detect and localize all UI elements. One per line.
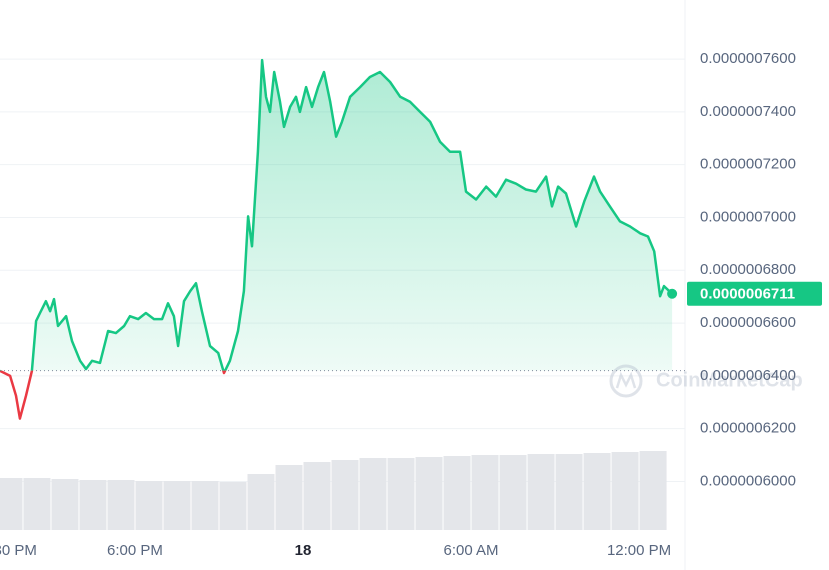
volume-bar: [135, 481, 163, 530]
y-tick-label: 0.0000006000: [700, 472, 796, 489]
y-tick-label: 0.0000006600: [700, 314, 796, 331]
current-price-label: 0.0000006711: [700, 286, 795, 303]
volume-bar: [555, 454, 583, 530]
y-tick-label: 0.0000006200: [700, 420, 796, 437]
current-dot: [667, 288, 678, 299]
volume-bar: [359, 458, 387, 530]
x-tick-label: 6:00 PM: [107, 542, 163, 559]
volume-bar: [191, 481, 219, 530]
volume-bar: [51, 479, 79, 530]
volume-bar: [583, 453, 611, 530]
volume-bar: [107, 480, 135, 530]
volume-bar: [471, 455, 499, 530]
volume-bar: [219, 482, 247, 530]
y-tick-label: 0.0000007200: [700, 156, 796, 173]
volume-bar: [387, 458, 415, 530]
x-tick-label: 12:00 PM: [607, 542, 671, 559]
volume-bar: [275, 465, 303, 530]
volume-bar: [79, 480, 107, 530]
volume-bar: [303, 462, 331, 530]
volume-bar: [163, 481, 191, 530]
watermark: CoinMarketCap: [609, 364, 803, 398]
y-tick-label: 0.0000007600: [700, 50, 796, 67]
current-price-box: [687, 281, 822, 306]
y-tick-label: 0.0000007400: [700, 103, 796, 120]
volume-bar: [23, 478, 51, 530]
price-line-up: [0, 58, 673, 371]
price-area: [0, 60, 673, 371]
volume-bar: [415, 457, 443, 530]
volume-bar: [639, 451, 667, 530]
volume-bar: [247, 474, 275, 530]
y-tick-label: 0.0000006800: [700, 261, 796, 278]
x-tick-label: 6:00 AM: [444, 542, 499, 559]
volume-bar: [0, 478, 23, 530]
y-tick-label: 0.0000006400: [700, 367, 796, 384]
watermark-text: CoinMarketCap: [656, 369, 803, 391]
volume-bar: [499, 455, 527, 530]
y-tick-label: 0.0000007000: [700, 208, 796, 225]
x-tick-label: 1:30 PM: [0, 542, 37, 559]
x-tick-label: 18: [295, 542, 312, 559]
volume-bar: [527, 454, 555, 530]
volume-bar: [331, 460, 359, 530]
volume-bar: [443, 456, 471, 530]
volume-bar: [611, 452, 639, 530]
